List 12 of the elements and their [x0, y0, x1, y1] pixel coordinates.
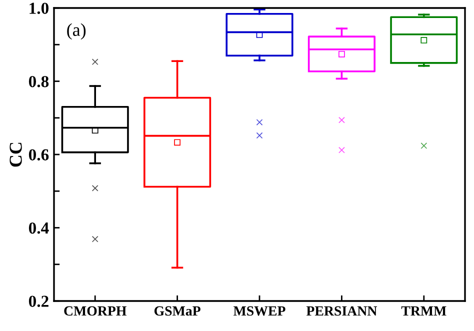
x-tick-label: GSMaP: [154, 306, 200, 316]
y-tick-label: 0.2: [28, 296, 48, 308]
y-tick-label: 0.8: [28, 76, 49, 88]
y-tick-label: 0.6: [28, 149, 49, 161]
annotation: (a): [67, 23, 86, 40]
x-tick-label: CMORPH: [64, 306, 126, 316]
y-axis-title: CC: [10, 142, 22, 167]
x-tick-label: TRMM: [401, 306, 446, 316]
y-tick-label: 1.0: [30, 2, 49, 14]
x-tick-label: MSWEP: [234, 306, 286, 316]
y-tick-label: 0.4: [28, 222, 49, 234]
x-tick-label: PERSIANN: [306, 306, 378, 316]
